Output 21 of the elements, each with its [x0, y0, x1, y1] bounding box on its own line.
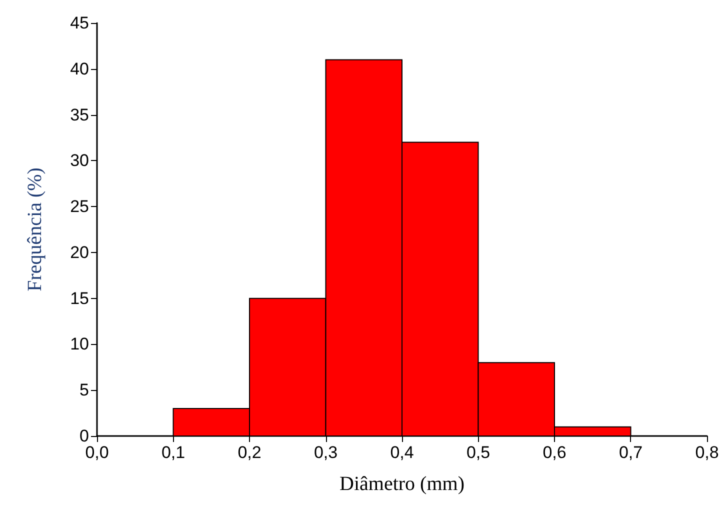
y-tick-label: 25: [70, 197, 89, 216]
x-tick-label: 0,3: [314, 443, 338, 462]
y-tick-label: 40: [70, 59, 89, 78]
y-tick-label: 45: [70, 14, 89, 32]
x-tick-label: 0,1: [161, 443, 186, 462]
x-tick-label: 0,7: [618, 443, 643, 462]
x-tick-label: 0,2: [238, 443, 262, 462]
y-tick-label: 10: [70, 334, 89, 354]
y-tick-label: 30: [70, 151, 89, 170]
x-tick-label: 0,5: [466, 443, 490, 462]
x-tick-label: 0,0: [85, 443, 109, 462]
x-tick-label: 0,8: [695, 443, 719, 462]
y-tick-label: 20: [70, 242, 89, 262]
x-axis-title: Diâmetro (mm): [340, 473, 464, 495]
x-tick-label: 0,4: [390, 443, 414, 462]
y-tick-label: 15: [70, 288, 89, 308]
y-tick-label: 5: [80, 380, 89, 400]
y-tick-label: 0: [80, 426, 89, 446]
y-axis-title: Frequência (%): [24, 168, 46, 292]
x-tick-label: 0,6: [542, 443, 566, 462]
y-tick-label: 35: [70, 105, 89, 124]
